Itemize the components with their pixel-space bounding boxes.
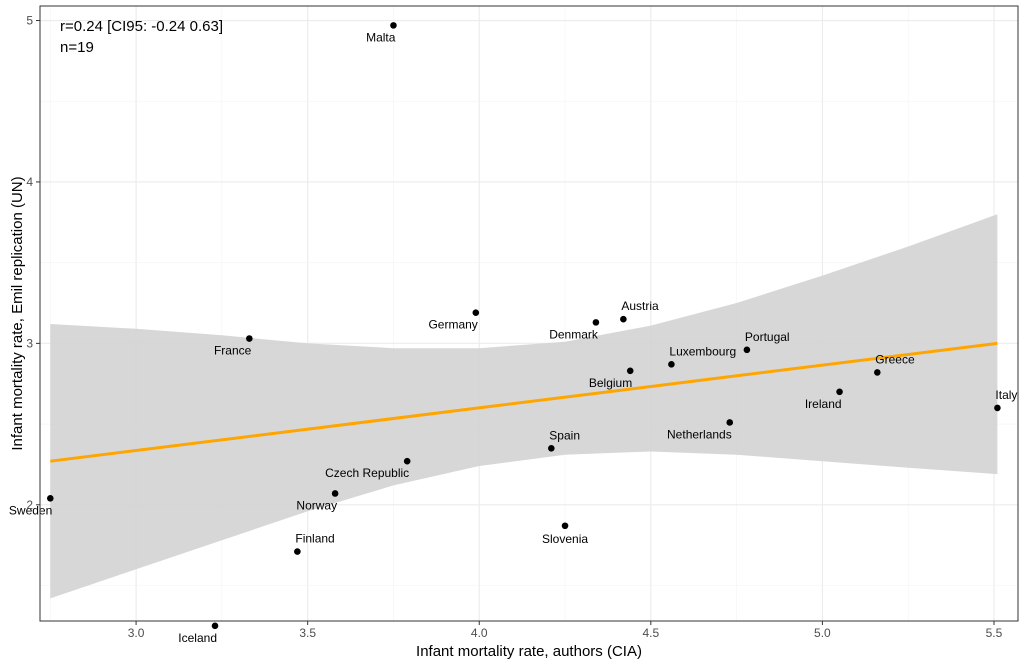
- point-label-france: France: [214, 344, 252, 358]
- point-label-norway: Norway: [296, 498, 337, 512]
- point-luxembourg: [668, 361, 675, 368]
- point-label-malta: Malta: [366, 30, 396, 44]
- x-tick-label: 3.5: [299, 626, 316, 640]
- point-label-austria: Austria: [621, 299, 659, 313]
- panel-border: [39, 5, 1019, 622]
- point-label-netherlands: Netherlands: [667, 427, 732, 441]
- y-tick-label: 4: [26, 175, 33, 189]
- point-greece: [874, 369, 881, 376]
- point-label-iceland: Iceland: [178, 631, 217, 645]
- point-labels-layer: Malta Germany Denmark Austria France Portugal…: [9, 30, 1018, 644]
- point-netherlands: [726, 419, 734, 426]
- points-layer: [46, 22, 1001, 630]
- point-label-sweden: Sweden: [9, 503, 52, 517]
- y-tick-label: 5: [26, 14, 33, 28]
- x-tick-label: 5.0: [814, 626, 831, 640]
- point-label-belgium: Belgium: [589, 376, 632, 390]
- point-label-greece: Greece: [875, 352, 915, 366]
- point-label-ireland: Ireland: [805, 397, 842, 411]
- point-iceland: [211, 622, 219, 630]
- point-label-slovenia: Slovenia: [542, 532, 588, 546]
- point-france: [246, 335, 253, 342]
- point-label-czech-republic: Czech Republic: [325, 466, 409, 480]
- sample-size-annotation: n=19: [60, 39, 94, 56]
- point-label-portugal: Portugal: [745, 330, 790, 344]
- point-label-germany: Germany: [428, 318, 477, 332]
- y-tick-label: 3: [26, 336, 33, 350]
- point-label-luxembourg: Luxembourg: [669, 344, 736, 358]
- y-axis-title: Infant mortality rate, Emil replication …: [9, 176, 26, 450]
- x-tick-label: 3.0: [128, 626, 145, 640]
- confidence-band: [50, 214, 998, 599]
- regression-line: [50, 341, 998, 463]
- point-austria: [620, 315, 627, 323]
- correlation-annotation: r=0.24 [CI95: -0.24 0.63]: [60, 18, 223, 35]
- confidence-band-layer: [50, 214, 998, 599]
- point-label-finland: Finland: [295, 532, 334, 546]
- point-germany: [472, 309, 480, 316]
- point-malta: [390, 22, 397, 29]
- x-tick-label: 4.5: [642, 626, 659, 640]
- point-belgium: [626, 367, 634, 375]
- x-tick-label: 5.5: [986, 626, 1003, 640]
- point-slovenia: [561, 522, 569, 530]
- axis-ticks-layer: 3.0 3.5 4.0 4.5 5.0 5.5 2 3 4 5: [26, 14, 1002, 640]
- point-portugal: [743, 346, 751, 354]
- point-sweden: [46, 495, 54, 502]
- point-denmark: [592, 319, 600, 326]
- point-czech-republic: [403, 457, 411, 465]
- point-spain: [548, 444, 555, 452]
- fit-line-layer: [50, 341, 998, 463]
- point-ireland: [836, 388, 843, 396]
- point-label-spain: Spain: [549, 428, 580, 442]
- point-italy: [994, 404, 1001, 412]
- point-finland: [294, 548, 301, 555]
- y-tick-label: 2: [26, 498, 33, 512]
- point-label-denmark: Denmark: [549, 327, 599, 341]
- x-axis-title: Infant mortality rate, authors (CIA): [416, 643, 642, 660]
- point-norway: [331, 490, 339, 497]
- point-label-italy: Italy: [995, 388, 1017, 402]
- x-tick-label: 4.0: [471, 626, 488, 640]
